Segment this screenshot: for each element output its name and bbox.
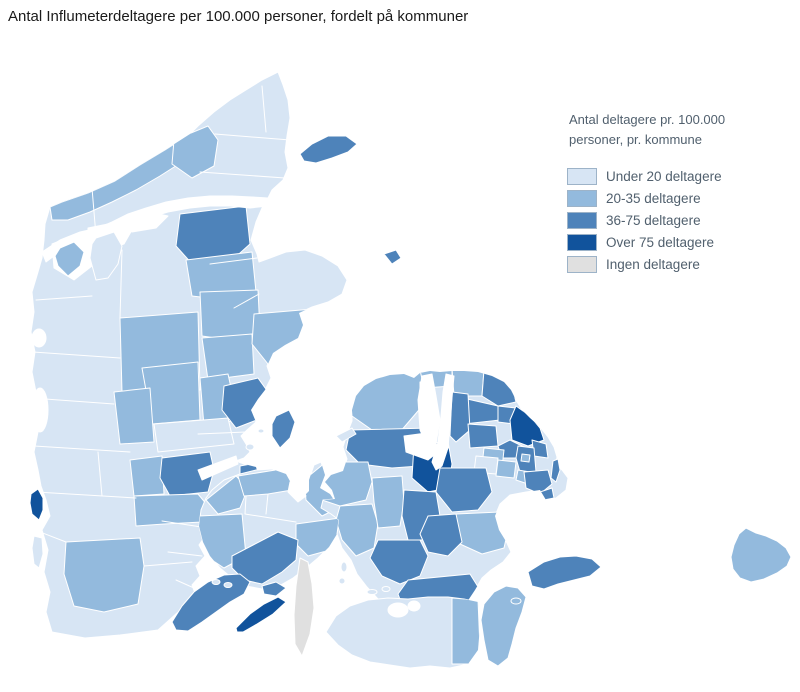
legend-title: Antal deltagere pr. 100.000 personer, pr… [569, 110, 792, 150]
laesoe-island [299, 135, 358, 164]
legend-label: 36-75 deltagere [606, 212, 701, 228]
als-island [171, 573, 251, 632]
legend-item: 20-35 deltagere [567, 189, 792, 207]
legend-label: Ingen deltagere [606, 256, 700, 272]
map-legend: Antal deltagere pr. 100.000 personer, pr… [567, 110, 792, 277]
zealand-island [320, 370, 569, 621]
municipality-region [451, 597, 480, 665]
small-island [257, 428, 265, 434]
municipality-region [449, 391, 471, 443]
legend-item: Under 20 deltagere [567, 167, 792, 185]
municipality-region [467, 423, 499, 449]
small-island [510, 597, 522, 605]
fjord [197, 431, 247, 435]
fanoe-island [29, 488, 44, 521]
legend-item: Ingen deltagere [567, 255, 792, 273]
legend-swatch-20-35 [567, 189, 597, 207]
municipality-region [295, 517, 341, 557]
municipality-region [201, 333, 255, 381]
lake [407, 600, 421, 612]
jutland-peninsula [30, 71, 348, 639]
small-island [340, 561, 348, 573]
funen-island [198, 461, 342, 590]
lagoon [31, 328, 47, 348]
lolland-falster-moen [325, 555, 602, 669]
municipality-region [523, 469, 553, 495]
legend-label: Under 20 deltagere [606, 168, 722, 184]
legend-label: 20-35 deltagere [606, 190, 701, 206]
roemoe-island [31, 535, 44, 569]
fjord [197, 455, 239, 481]
municipal-border-line [244, 493, 297, 523]
aeroe-island [235, 596, 287, 633]
odense-fjord [287, 479, 307, 503]
municipality-region [113, 387, 155, 445]
legend-item: Over 75 deltagere [567, 233, 792, 251]
fjord [233, 293, 260, 309]
saltholm-island [550, 458, 561, 483]
municipality-region [495, 459, 517, 479]
fjord [167, 551, 203, 557]
small-island [338, 577, 346, 585]
municipality-region [63, 537, 145, 613]
lake [387, 602, 409, 618]
legend-label: Over 75 deltagere [606, 234, 715, 250]
municipality-region [520, 453, 531, 463]
anholt-island [383, 249, 402, 265]
lolland-patches [451, 597, 480, 665]
bornholm-island [730, 527, 792, 583]
page-title: Antal Influmeterdeltagere per 100.000 pe… [8, 8, 469, 25]
municipality-region [159, 451, 215, 497]
legend-swatch-36-75 [567, 211, 597, 229]
inner-isefjord [403, 431, 439, 461]
legend-swatch-over-75 [567, 233, 597, 251]
roskilde-fjord [431, 373, 455, 471]
lolland-coastline [325, 596, 481, 669]
municipality-region [199, 513, 247, 569]
municipality-region [435, 467, 493, 513]
municipality-region [133, 493, 209, 527]
legend-title-line2: personer, pr. kommune [569, 132, 702, 147]
small-island [381, 586, 391, 592]
municipal-border-line [31, 85, 291, 567]
municipality-region [371, 475, 405, 529]
fjord [175, 579, 195, 589]
municipality-region [199, 289, 261, 341]
legend-item: 36-75 deltagere [567, 211, 792, 229]
municipality-region [129, 455, 165, 497]
water [119, 211, 169, 233]
falster-island [480, 585, 527, 667]
small-island [211, 579, 221, 585]
samsoe-island [271, 409, 296, 449]
limfjord-water [31, 195, 269, 589]
small-island [366, 589, 378, 595]
municipality-region [153, 417, 235, 453]
moen-island [527, 555, 602, 590]
taasinge-island [261, 581, 287, 597]
legend-swatch-under-20 [567, 167, 597, 185]
municipality-region [205, 475, 249, 515]
municipality-region [419, 513, 463, 557]
salling-peninsula [89, 231, 123, 281]
municipality-region [231, 531, 299, 585]
fjord [209, 257, 258, 265]
funen-municipality-patches [199, 462, 341, 585]
smaller-islands [29, 135, 792, 657]
legend-swatch-none [567, 255, 597, 273]
mors-island [54, 241, 85, 277]
small-island [245, 443, 255, 451]
lagoon [31, 387, 49, 433]
municipality-region [171, 125, 219, 179]
small-island [223, 582, 233, 588]
legend-title-line1: Antal deltagere pr. 100.000 [569, 112, 726, 127]
langeland-island [293, 557, 315, 657]
sejeroe-island [335, 427, 357, 443]
